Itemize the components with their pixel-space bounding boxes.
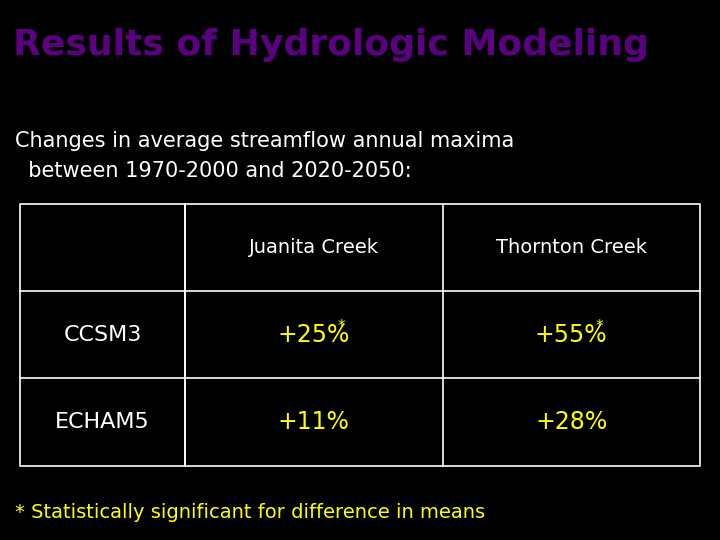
Text: +28%: +28% bbox=[535, 410, 608, 434]
Text: CCSM3: CCSM3 bbox=[63, 325, 142, 345]
Text: Thornton Creek: Thornton Creek bbox=[496, 238, 647, 256]
Text: Results of Hydrologic Modeling: Results of Hydrologic Modeling bbox=[13, 28, 649, 62]
Bar bbox=[185, 204, 700, 465]
Text: Juanita Creek: Juanita Creek bbox=[248, 238, 379, 256]
Bar bbox=[20, 204, 185, 465]
Text: * Statistically significant for difference in means: * Statistically significant for differen… bbox=[15, 503, 485, 522]
Text: +25%: +25% bbox=[278, 322, 350, 347]
Text: ECHAM5: ECHAM5 bbox=[55, 412, 150, 432]
Text: +11%: +11% bbox=[278, 410, 350, 434]
Text: *: * bbox=[338, 319, 346, 334]
Text: Changes in average streamflow annual maxima: Changes in average streamflow annual max… bbox=[15, 131, 514, 151]
Text: *: * bbox=[595, 319, 603, 334]
Text: between 1970-2000 and 2020-2050:: between 1970-2000 and 2020-2050: bbox=[15, 160, 412, 180]
Text: +55%: +55% bbox=[535, 322, 608, 347]
